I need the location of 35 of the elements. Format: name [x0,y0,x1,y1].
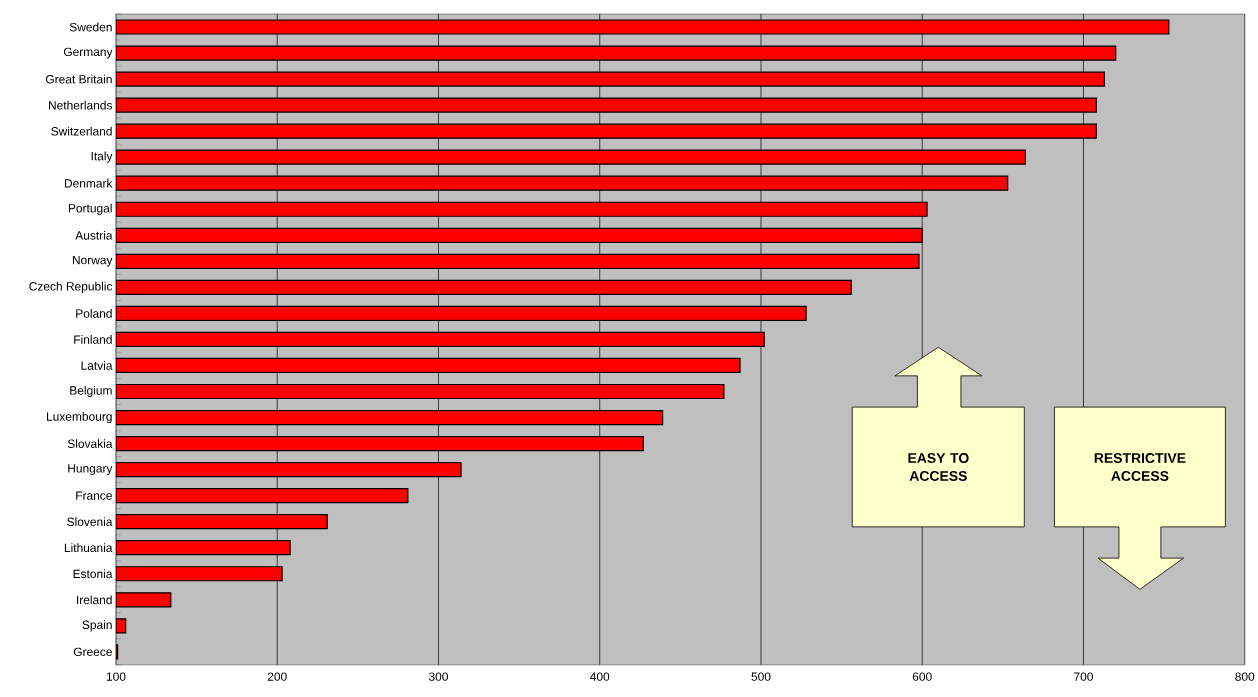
x-tick-label: 600 [912,672,932,681]
y-tick-label: Finland [74,335,112,344]
y-tick-label: Switzerland [51,126,112,136]
y-tick-label: Sweden [69,22,112,32]
y-tick-label: Estonia [73,569,113,579]
y-tick-label: Germany [63,47,113,59]
y-tick-label: Hungary [68,464,113,476]
y-tick-label: Slovenia [67,517,113,527]
y-tick-label: Portugal [68,203,112,215]
x-tick-label: 500 [751,672,771,681]
x-tick-label: 800 [1235,672,1255,681]
y-tick-label: Luxembourg [47,412,112,424]
x-tick-label: 200 [267,672,287,681]
x-tick-label: 100 [106,672,126,681]
y-tick-label: Norway [72,256,113,267]
y-tick-label: Poland [76,309,112,318]
y-tick-label: Latvia [81,361,113,370]
x-tick-label: 700 [1074,672,1093,681]
y-tick-label: Spain [82,620,112,632]
y-tick-label: Great Britain [45,74,112,84]
annotation: EASY TO ACCESS [908,453,969,481]
y-tick-label: Slovakia [67,439,113,449]
y-tick-label: Italy [91,151,113,163]
y-tick-label: Denmark [64,178,113,188]
annotation: RESTRICTIVE ACCESS [1094,453,1186,481]
y-tick-label: Czech Republic [29,281,113,293]
y-tick-label: Ireland [77,595,112,605]
y-tick-label: Belgium [70,386,112,398]
y-tick-label: Austria [75,230,113,240]
y-tick-label: Netherlands [49,100,113,110]
x-tick-label: 400 [590,672,610,681]
y-tick-label: France [76,491,112,500]
x-tick-label: 300 [428,672,448,681]
y-tick-label: Greece [73,647,112,657]
y-tick-label: Lithuania [64,543,113,553]
